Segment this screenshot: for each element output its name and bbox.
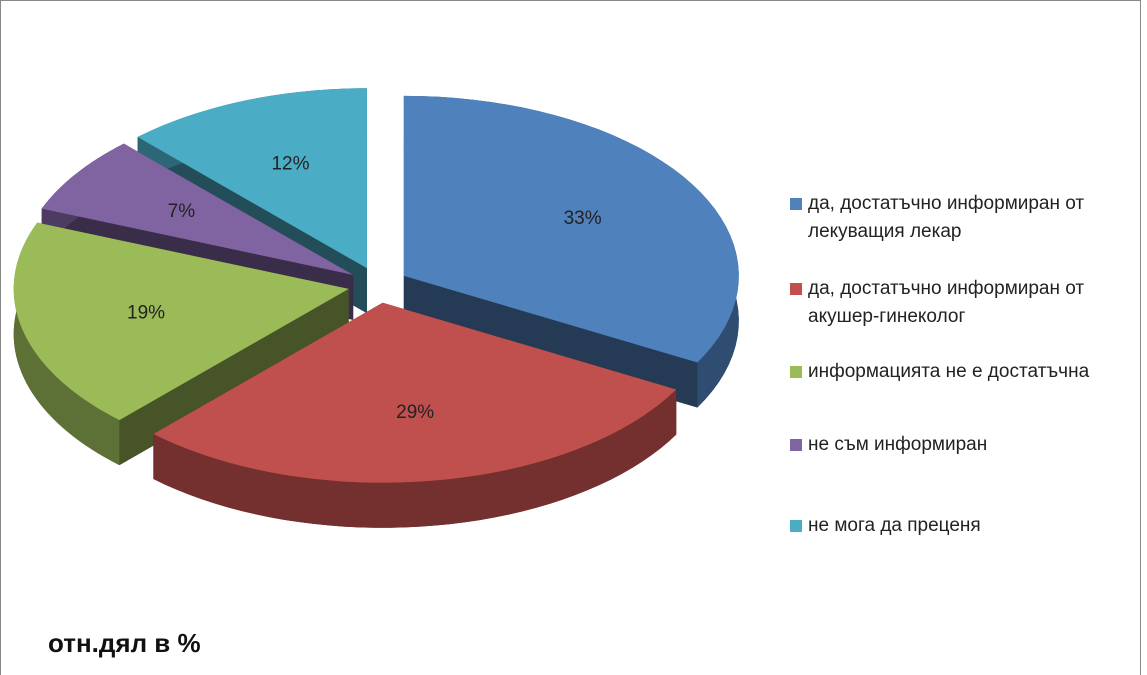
legend-label: да, достатъчно информиран от лекуващия л…	[808, 193, 1085, 242]
slice-top	[403, 95, 739, 363]
legend-entry: да, достатъчно информиран от акушер-гине…	[790, 275, 1130, 331]
slice-top	[137, 88, 367, 269]
data-label: 33%	[564, 208, 602, 229]
legend-swatch	[790, 520, 802, 532]
legend-swatch	[790, 283, 802, 295]
legend-entry: не съм информиран	[790, 431, 1130, 459]
legend-label: да, достатъчно информиран от акушер-гине…	[808, 278, 1085, 327]
slice-top	[41, 143, 354, 275]
legend-label: информацията не е достатъчна	[808, 361, 1090, 382]
data-label: 12%	[271, 154, 309, 175]
data-label: 7%	[168, 201, 196, 222]
legend-entry: информацията не е достатъчна	[790, 358, 1130, 386]
legend-swatch	[790, 366, 802, 378]
slice	[153, 302, 677, 528]
legend-swatch	[790, 198, 802, 210]
legend-entry: не мога да преценя	[790, 512, 1130, 540]
legend-swatch	[790, 439, 802, 451]
data-label: 29%	[396, 402, 434, 423]
slice-top	[13, 222, 349, 421]
legend-label: не мога да преценя	[808, 515, 981, 536]
slice-top	[153, 302, 677, 483]
slice-side	[153, 389, 677, 528]
legend-label: не съм информиран	[808, 434, 988, 455]
chart-title: отн.дял в %	[48, 628, 201, 658]
legend-entry: да, достатъчно информиран от лекуващия л…	[790, 190, 1130, 246]
data-label: 19%	[127, 302, 165, 323]
